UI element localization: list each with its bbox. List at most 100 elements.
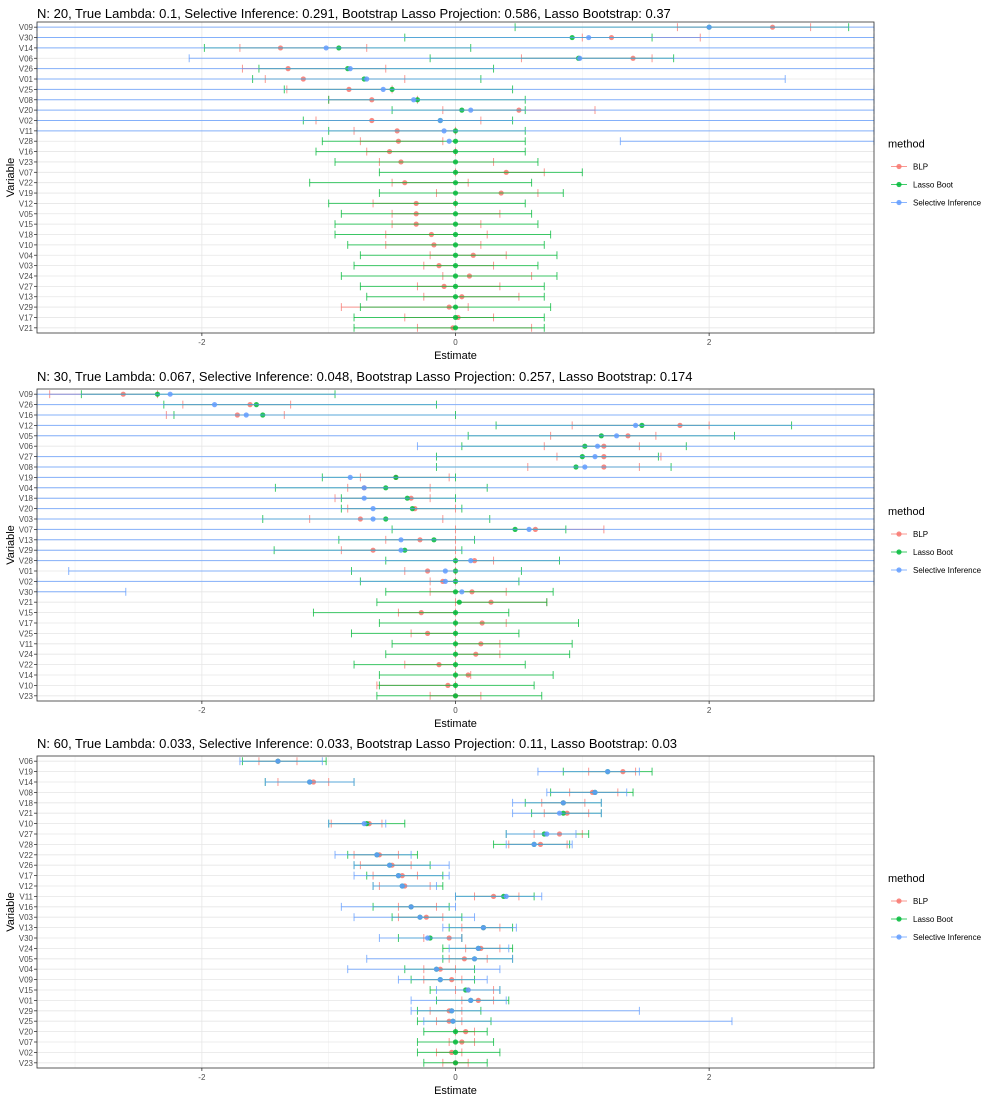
data-point [437, 117, 443, 124]
legend-item-label: Lasso Boot [913, 181, 954, 190]
y-tick-label: V05 [19, 955, 34, 964]
y-tick-label: V14 [19, 44, 34, 53]
data-point [594, 443, 601, 449]
legend-item-label: BLP [913, 163, 928, 172]
y-tick-label: V03 [19, 913, 34, 922]
y-axis-label: Variable [5, 892, 17, 932]
data-point [592, 789, 598, 796]
data-point [452, 610, 459, 616]
legend-item-label: Selective Inference [913, 566, 982, 575]
y-tick-label: V30 [19, 588, 34, 597]
y-tick-label: V02 [19, 116, 34, 125]
y-tick-label: V07 [19, 168, 34, 177]
data-point [465, 987, 471, 993]
data-point [452, 211, 459, 217]
data-point [456, 599, 462, 605]
data-point [452, 589, 459, 595]
data-point [452, 1039, 459, 1045]
data-point [323, 45, 329, 51]
y-tick-label: V21 [19, 598, 34, 607]
y-tick-label: V17 [19, 313, 34, 322]
y-tick-label: V18 [19, 231, 34, 240]
legend-item-label: BLP [913, 530, 928, 539]
x-tick-label: 2 [707, 706, 712, 715]
y-tick-label: V25 [19, 85, 34, 94]
y-tick-label: V11 [19, 892, 33, 901]
x-axis-label: Estimate [434, 718, 477, 730]
data-point [449, 1008, 455, 1014]
data-point [167, 391, 173, 397]
data-point [586, 34, 592, 41]
data-point [452, 180, 459, 186]
legend-item-label: Selective Inference [913, 199, 982, 208]
data-point [503, 893, 509, 900]
y-tick-label: V06 [19, 54, 34, 63]
legend: method BLP Lasso Boot Selective Inference [888, 506, 982, 575]
data-point [556, 810, 563, 816]
y-tick-label: V23 [19, 692, 34, 701]
y-tick-label: V22 [19, 179, 34, 188]
y-tick-label: V08 [19, 463, 34, 472]
panel-title: N: 30, True Lambda: 0.067, Selective Inf… [37, 369, 692, 384]
data-point [560, 800, 566, 806]
legend-item-label: Lasso Boot [913, 915, 954, 924]
legend-key-point [896, 567, 902, 573]
data-point [452, 672, 459, 678]
data-point [468, 107, 474, 113]
y-tick-label: V24 [19, 272, 34, 281]
data-point [452, 200, 459, 207]
panel-2: N: 30, True Lambda: 0.067, Selective Inf… [5, 369, 982, 730]
x-tick-label: 0 [453, 706, 458, 715]
panel-title: N: 60, True Lambda: 0.033, Selective Inf… [37, 736, 677, 751]
data-point [437, 977, 443, 983]
data-point [468, 997, 474, 1004]
y-tick-label: V20 [19, 505, 34, 514]
y-tick-label: V21 [19, 809, 34, 818]
data-point [243, 412, 249, 418]
data-point [211, 402, 218, 408]
y-tick-label: V18 [19, 494, 34, 503]
data-point [364, 76, 370, 82]
legend-item-label: Selective Inference [913, 933, 982, 942]
y-tick-label: V30 [19, 34, 34, 43]
data-point [452, 242, 459, 248]
x-tick-label: -2 [198, 1073, 206, 1082]
legend-item-label: BLP [913, 897, 928, 906]
y-tick-label: V19 [19, 768, 34, 777]
legend-key-point [896, 934, 902, 940]
legend: method BLP Lasso Boot Selective Inference [888, 873, 982, 942]
data-point [361, 821, 367, 827]
data-point [452, 221, 459, 227]
y-tick-label: V27 [19, 282, 34, 291]
y-tick-label: V29 [19, 1007, 34, 1016]
legend-key-point [896, 181, 902, 188]
legend-title: method [888, 139, 925, 151]
y-tick-label: V01 [19, 75, 34, 84]
data-point [452, 682, 459, 689]
data-point [544, 831, 550, 837]
y-tick-label: V26 [19, 861, 34, 870]
y-tick-label: V13 [19, 924, 34, 933]
data-point [452, 1049, 459, 1055]
y-tick-label: V06 [19, 757, 34, 766]
data-point [480, 925, 486, 931]
data-point [452, 294, 459, 300]
data-point [452, 651, 459, 657]
data-point [452, 662, 459, 668]
data-point [452, 620, 459, 626]
y-tick-label: V25 [19, 629, 34, 638]
legend-key-point [896, 898, 902, 904]
data-point [577, 55, 583, 61]
data-point [399, 883, 405, 889]
y-tick-label: V19 [19, 473, 34, 482]
y-tick-label: V15 [19, 986, 34, 995]
panel-3: N: 60, True Lambda: 0.033, Selective Inf… [5, 736, 982, 1097]
data-point [370, 506, 376, 512]
data-point [442, 578, 448, 585]
y-tick-label: V22 [19, 851, 34, 860]
y-tick-label: V14 [19, 778, 34, 787]
y-tick-label: V12 [19, 199, 34, 208]
y-tick-label: V05 [19, 210, 34, 219]
y-tick-label: V01 [19, 567, 34, 576]
